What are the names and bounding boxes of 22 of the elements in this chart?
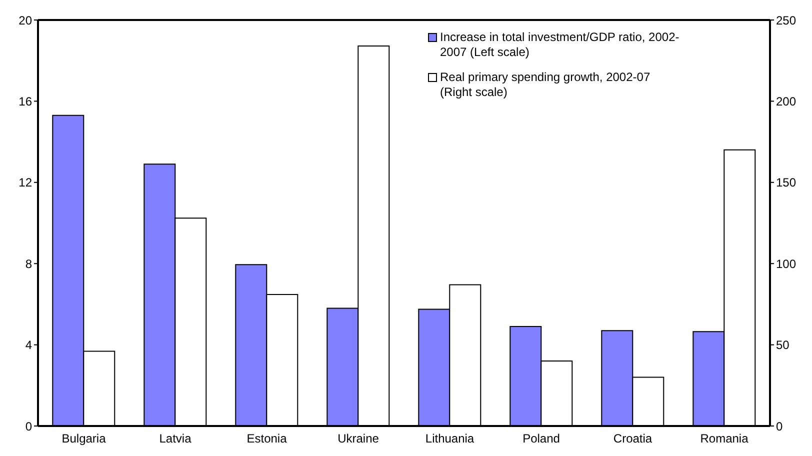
x-tick-label: Croatia [613, 432, 652, 446]
y2-tick-label: 0 [776, 419, 783, 434]
x-tick-label: Latvia [159, 432, 192, 446]
x-tick-label: Lithuania [425, 432, 474, 446]
x-tick-label: Bulgaria [62, 432, 106, 446]
y2-tick-label: 200 [776, 94, 796, 108]
y-tick-label: 20 [18, 13, 32, 28]
y-tick-label: 12 [18, 176, 32, 190]
y2-tick-label: 100 [776, 256, 796, 271]
y-tick-label: 16 [18, 94, 32, 108]
y-tick-label: 8 [25, 256, 32, 271]
legend-label: Increase in total investment/GDP ratio, 2002-2007 (Left scale) [440, 30, 680, 60]
y2-tick-label: 50 [776, 338, 790, 352]
legend-label: Real primary spending growth, 2002-07 (Right scale) [440, 70, 652, 100]
x-tick-label: Estonia [246, 432, 288, 446]
y2-tick-label: 150 [776, 176, 796, 190]
y-tick-label: 0 [25, 419, 32, 434]
y-tick-label: 4 [25, 338, 32, 352]
y2-tick-label: 250 [776, 13, 796, 28]
x-tick-label: Ukraine [338, 432, 380, 446]
x-tick-label: Romania [700, 432, 749, 446]
x-tick-label: Poland [522, 432, 560, 446]
